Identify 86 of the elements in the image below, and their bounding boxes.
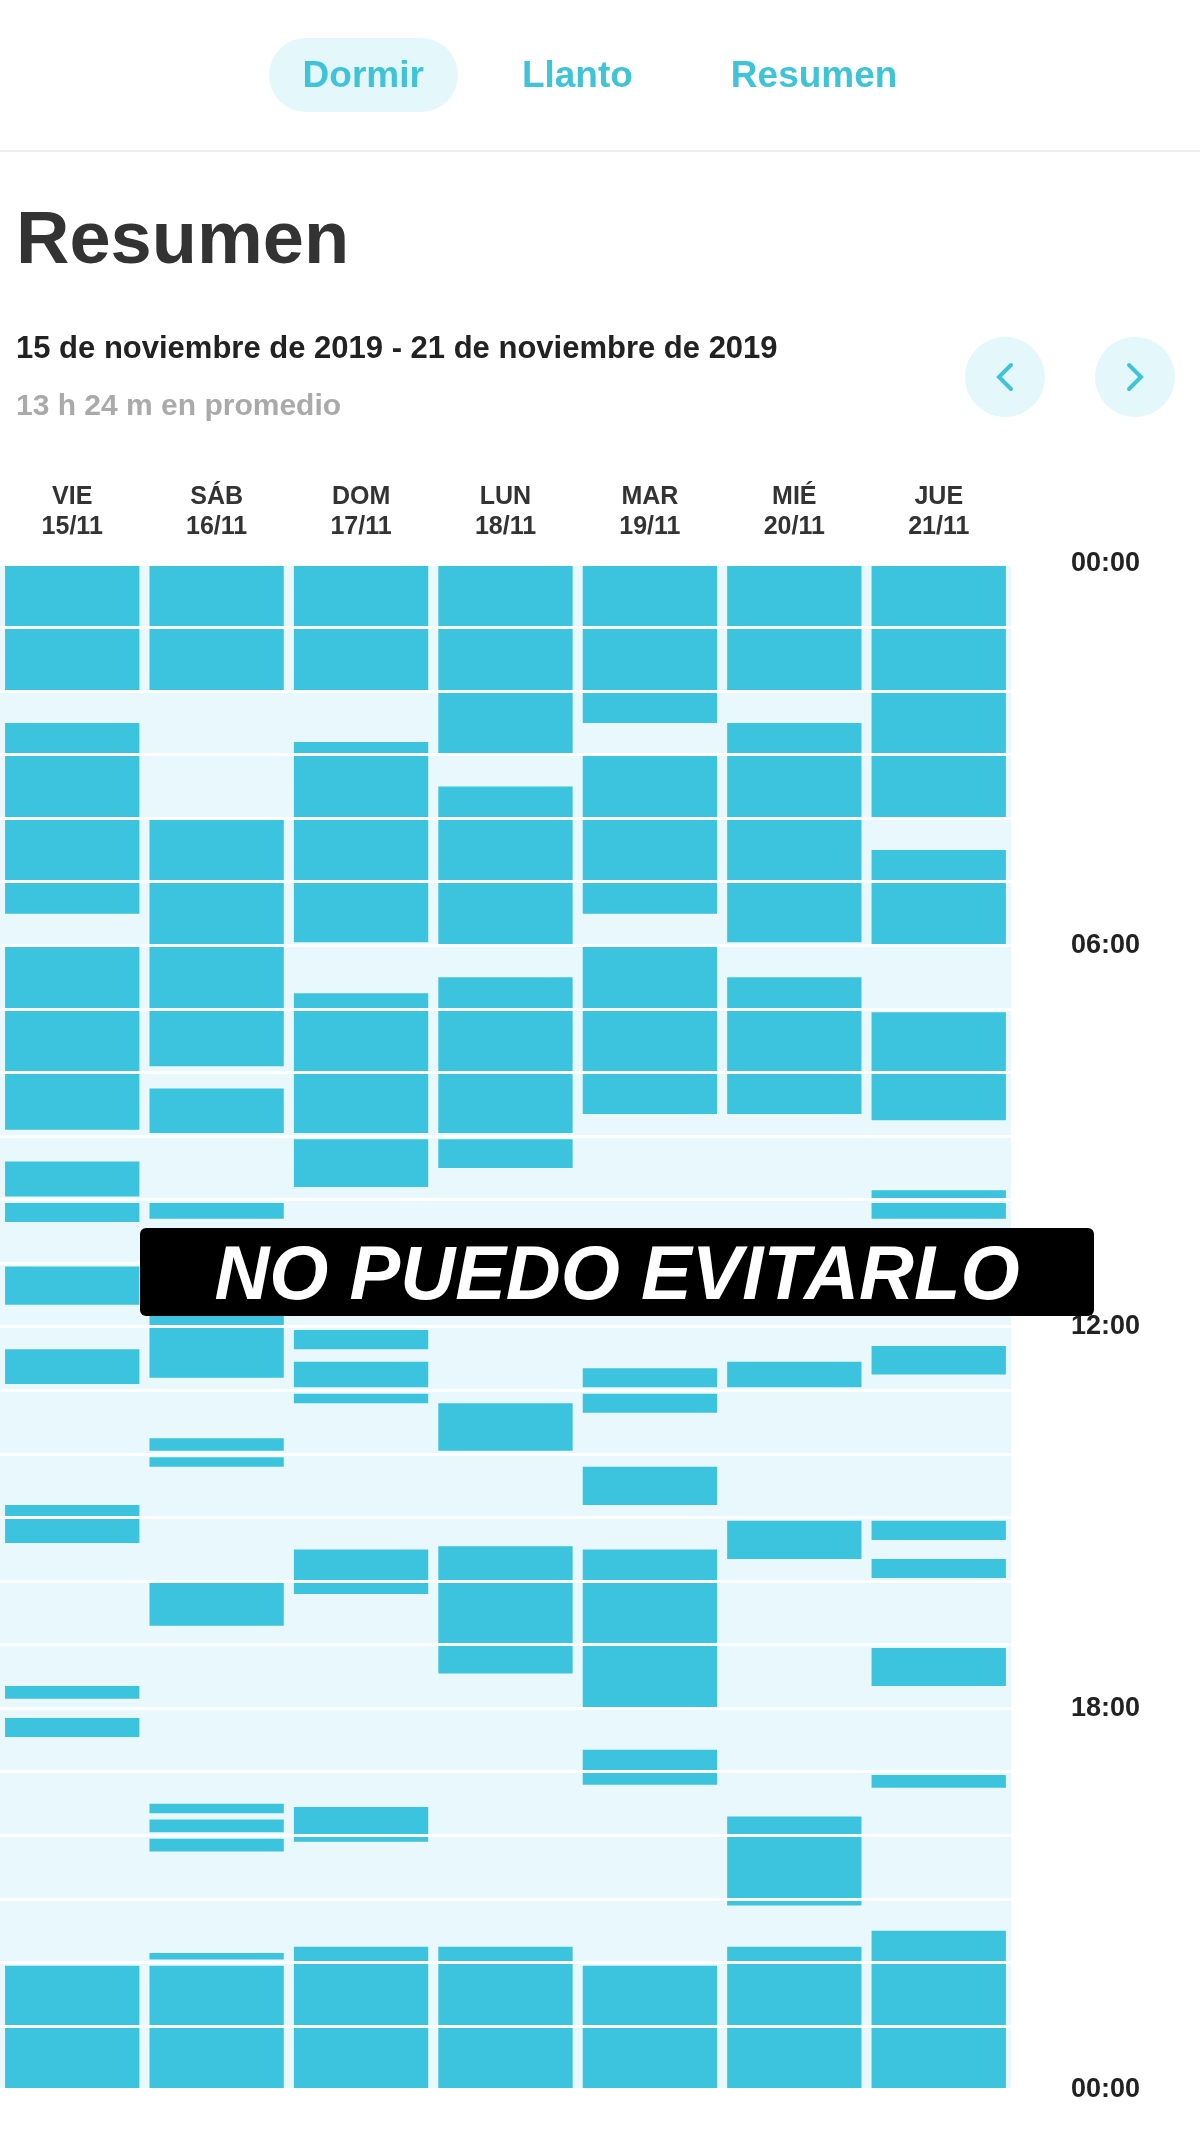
- bar: [293, 1330, 429, 1350]
- bar: [293, 1139, 429, 1188]
- bar: [871, 1558, 1006, 1579]
- bar: [438, 1546, 573, 1674]
- bar: [149, 1965, 284, 2090]
- bar: [871, 1520, 1006, 1540]
- bar: [149, 1803, 284, 1814]
- y-tick-label: 18:00: [1070, 1691, 1141, 1722]
- x-tick-label: MAR 19/11: [619, 480, 681, 539]
- x-tick-label: LUN 18/11: [474, 480, 537, 539]
- bar: [5, 1965, 140, 2090]
- bar: [582, 945, 718, 1114]
- bar: [727, 1520, 862, 1559]
- bar: [5, 1202, 140, 1222]
- text: 13 h 24 m en promedio: [16, 388, 342, 422]
- bar: [871, 1345, 1006, 1375]
- bar: [149, 1581, 284, 1626]
- bar: [582, 1749, 718, 1785]
- bar: [727, 722, 862, 943]
- x-tick-label: DOM 17/11: [330, 480, 392, 539]
- bar: [582, 1393, 718, 1413]
- chart-title: Resumen: [16, 195, 350, 280]
- bar: [293, 993, 429, 1133]
- bar: [293, 1946, 429, 2090]
- bar: [871, 1647, 1006, 1687]
- bar: [727, 1946, 862, 2090]
- bar: [5, 565, 140, 692]
- bar: [582, 1466, 718, 1505]
- bar: [149, 1953, 284, 1960]
- bar: [293, 1806, 429, 1842]
- bar: [293, 742, 429, 943]
- text: Resumen: [729, 53, 899, 97]
- bar: [293, 1361, 429, 1388]
- bar: [582, 754, 718, 914]
- bar: [293, 1393, 429, 1404]
- bar: [871, 565, 1006, 819]
- bar: [727, 977, 862, 1114]
- bar: [149, 1457, 284, 1467]
- bar: [149, 818, 284, 1067]
- bar: [871, 1930, 1006, 2090]
- bar: [438, 1946, 573, 2090]
- bar: [149, 565, 284, 692]
- x-tick-label: VIE 15/11: [41, 480, 103, 539]
- bar: [871, 850, 1006, 946]
- text: Dormir: [268, 38, 458, 112]
- bar: [871, 1012, 1006, 1121]
- y-tick-label: 00:00: [1070, 547, 1141, 578]
- bar: [582, 565, 718, 723]
- bar: [5, 1266, 140, 1305]
- bar: [582, 1549, 718, 1709]
- bar: [5, 945, 140, 1130]
- bar: [149, 1438, 284, 1451]
- bar: [438, 565, 573, 755]
- annotation: NO PUEDO EVITARLO: [214, 1229, 1020, 1315]
- bar: [293, 1549, 429, 1594]
- y-tick-label: 12:00: [1070, 1310, 1141, 1341]
- bar: [582, 1368, 718, 1388]
- bar: [871, 1202, 1006, 1219]
- bar: [149, 1314, 284, 1378]
- bar: [438, 1403, 573, 1451]
- bar: [727, 1361, 862, 1388]
- bar: [5, 1161, 140, 1197]
- y-tick-label: 06:00: [1070, 928, 1141, 959]
- bar: [149, 1838, 284, 1852]
- bar: [149, 1819, 284, 1833]
- bar: [871, 1775, 1006, 1788]
- x-tick-label: SÁB 16/11: [186, 480, 248, 539]
- bar: [5, 1717, 140, 1737]
- bar: [582, 1965, 718, 2090]
- bar: [5, 722, 140, 914]
- bar: [727, 565, 862, 692]
- bar: [727, 1816, 862, 1906]
- bar: [438, 977, 573, 1133]
- bar: [5, 1504, 140, 1544]
- bar: [149, 1202, 284, 1219]
- bar: [293, 565, 429, 692]
- x-tick-label: JUE 21/11: [908, 480, 970, 539]
- y-tick-label: 00:00: [1070, 2073, 1141, 2104]
- bar: [149, 1088, 284, 1133]
- bar: [438, 1139, 573, 1168]
- chart-subtitle: 15 de noviembre de 2019 - 21 de noviembre de 2019: [16, 330, 778, 366]
- bar: [438, 786, 573, 946]
- x-tick-label: MIÉ 20/11: [763, 480, 825, 539]
- bar: [5, 1349, 140, 1385]
- text: Llanto: [520, 53, 634, 97]
- bar: [5, 1686, 140, 1699]
